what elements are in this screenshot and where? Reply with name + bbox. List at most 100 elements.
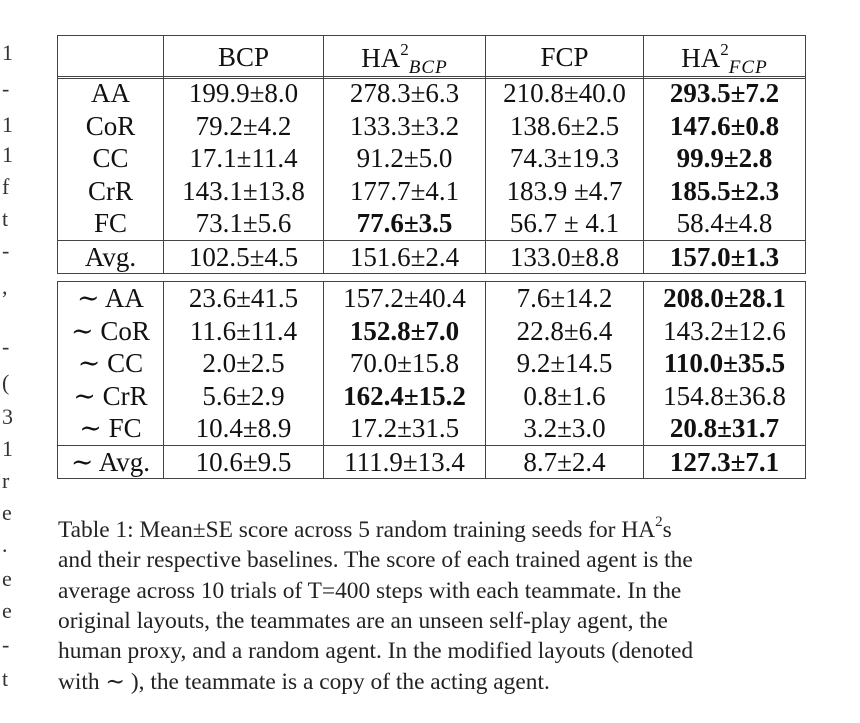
- ha2-fcp-column: 208.0±28.1 143.2±12.6 110.0±35.5 154.8±3…: [643, 281, 806, 446]
- score-cell-best: 77.6±3.5: [356, 208, 453, 239]
- score-cell: 0.8±1.6: [523, 380, 606, 411]
- edge-char: t: [2, 666, 9, 691]
- caption-superscript: 2: [655, 514, 663, 530]
- row-label: AA: [91, 78, 130, 108]
- fcp-column: 210.8±40.0 138.6±2.5 74.3±19.3 183.9 ±4.…: [485, 76, 644, 241]
- score-cell-best: 162.4±15.2: [343, 380, 466, 411]
- score-cell: 177.7±4.1: [349, 175, 460, 206]
- header-fcp: FCP: [485, 35, 644, 79]
- edge-char: ,: [2, 274, 8, 299]
- score-cell: 3.2±3.0: [523, 413, 606, 444]
- score-cell: 278.3±6.3: [349, 78, 460, 108]
- score-cell: 56.7 ± 4.1: [509, 208, 620, 239]
- row-label: ∼ CC: [77, 348, 144, 379]
- caption-text: s: [662, 516, 672, 543]
- score-cell: 138.6±2.5: [509, 110, 620, 141]
- score-cell: 2.0±2.5: [202, 348, 285, 379]
- score-cell-best: 110.0±35.5: [663, 348, 786, 379]
- edge-char: f: [2, 174, 10, 199]
- header-bcp: BCP: [163, 35, 324, 79]
- score-cell: 9.2±14.5: [516, 348, 613, 379]
- score-cell: 7.6±14.2: [516, 283, 613, 313]
- score-cell-best: 99.9±2.8: [676, 143, 773, 174]
- score-cell: 91.2±5.0: [356, 143, 453, 174]
- score-cell: 210.8±40.0: [503, 78, 626, 108]
- avg-fcp: 133.0±8.8: [485, 239, 644, 274]
- score-cell: 73.1±5.6: [195, 208, 292, 239]
- edge-char: -: [2, 632, 10, 657]
- average-row: ∼ Avg. 10.6±9.5 111.9±13.4 8.7±2.4 127.3…: [57, 444, 806, 479]
- edge-char: 1: [2, 436, 13, 461]
- header-ha2-fcp-sup: 2: [720, 40, 729, 59]
- row-label: CrR: [87, 175, 133, 206]
- edge-char: -: [2, 76, 10, 101]
- header-ha2-bcp: HA2BCP: [323, 35, 486, 79]
- edge-char: r: [2, 468, 10, 493]
- score-cell: 17.2±31.5: [349, 413, 460, 444]
- avg-ha2-bcp: 111.9±13.4: [323, 444, 486, 479]
- avg-bcp: 102.5±4.5: [163, 239, 324, 274]
- avg-bcp: 10.6±9.5: [163, 444, 324, 479]
- score-cell: 5.6±2.9: [202, 380, 285, 411]
- score-cell: 157.2±40.4: [343, 283, 466, 313]
- score-cell: 154.8±36.8: [663, 380, 786, 411]
- score-cell-best: 208.0±28.1: [663, 283, 786, 313]
- score-cell: 133.3±3.2: [349, 110, 460, 141]
- header-ha2-bcp-main: HA: [361, 43, 401, 73]
- ha2-fcp-column: 293.5±7.2 147.6±0.8 99.9±2.8 185.5±2.3 5…: [643, 76, 806, 241]
- edge-char: e: [2, 566, 12, 591]
- caption-line: with ∼ ), the teammate is a copy of the …: [58, 668, 550, 695]
- caption-line: average across 10 trials of T=400 steps …: [58, 577, 682, 604]
- layout-label-column: ∼ AA ∼ CoR ∼ CC ∼ CrR ∼ FC: [57, 281, 164, 446]
- header-ha2-fcp: HA2FCP: [643, 35, 806, 79]
- row-label: FC: [93, 208, 128, 239]
- row-label: CC: [92, 143, 129, 174]
- edge-char: 3: [2, 404, 13, 429]
- caption-line: original layouts, the teammates are an u…: [58, 608, 668, 635]
- score-cell: 79.2±4.2: [195, 110, 292, 141]
- bcp-column: 199.9±8.0 79.2±4.2 17.1±11.4 143.1±13.8 …: [163, 76, 324, 241]
- score-cell-best: 185.5±2.3: [669, 175, 780, 206]
- score-cell-best: 152.8±7.0: [349, 315, 460, 346]
- score-cell: 183.9 ±4.7: [506, 175, 623, 206]
- edge-char: t: [2, 206, 9, 231]
- edge-char: -: [2, 334, 10, 359]
- header-ha2-fcp-sub: FCP: [728, 57, 768, 78]
- layout-rows: ∼ AA ∼ CoR ∼ CC ∼ CrR ∼ FC 23.6±41.5 11.…: [57, 281, 806, 446]
- score-cell: 143.1±13.8: [182, 175, 305, 206]
- row-label: ∼ CrR: [73, 380, 148, 411]
- ha2-bcp-column: 278.3±6.3 133.3±3.2 91.2±5.0 177.7±4.1 7…: [323, 76, 486, 241]
- score-cell: 23.6±41.5: [188, 283, 299, 313]
- results-table-header: BCP HA2BCP FCP HA2FCP: [57, 35, 806, 79]
- header-ha2-bcp-sup: 2: [400, 40, 409, 59]
- layout-label-column: AA CoR CC CrR FC: [57, 76, 164, 241]
- average-row: Avg. 102.5±4.5 151.6±2.4 133.0±8.8 157.0…: [57, 239, 806, 274]
- caption-text: Table 1: Mean±SE score across 5 random t…: [58, 516, 656, 543]
- header-ha2-fcp-main: HA: [681, 43, 721, 73]
- score-cell: 58.4±4.8: [676, 208, 773, 239]
- bcp-column: 23.6±41.5 11.6±11.4 2.0±2.5 5.6±2.9 10.4…: [163, 281, 324, 446]
- fcp-column: 7.6±14.2 22.8±6.4 9.2±14.5 0.8±1.6 3.2±3…: [485, 281, 644, 446]
- avg-ha2-fcp-best: 157.0±1.3: [643, 239, 806, 274]
- score-cell: 10.4±8.9: [195, 413, 292, 444]
- score-cell-best: 147.6±0.8: [669, 110, 780, 141]
- avg-ha2-fcp-best: 127.3±7.1: [643, 444, 806, 479]
- score-cell: 17.1±11.4: [189, 143, 298, 174]
- results-table-modified-layouts: ∼ AA ∼ CoR ∼ CC ∼ CrR ∼ FC 23.6±41.5 11.…: [57, 281, 806, 479]
- score-cell: 143.2±12.6: [663, 315, 786, 346]
- caption-line: human proxy, and a random agent. In the …: [58, 638, 694, 665]
- caption-line: and their respective baselines. The scor…: [58, 547, 693, 574]
- score-cell-best: 293.5±7.2: [669, 78, 780, 108]
- edge-char: -: [2, 238, 10, 263]
- header-empty-cell: [57, 35, 164, 79]
- avg-label: ∼ Avg.: [57, 444, 164, 479]
- score-cell: 70.0±15.8: [349, 348, 460, 379]
- score-cell-best: 20.8±31.7: [669, 413, 780, 444]
- header-row: BCP HA2BCP FCP HA2FCP: [57, 35, 806, 79]
- header-ha2-bcp-sub: BCP: [408, 57, 448, 78]
- row-label: CoR: [85, 110, 136, 141]
- avg-fcp: 8.7±2.4: [485, 444, 644, 479]
- edge-char: (: [2, 370, 10, 395]
- edge-char: 1: [2, 40, 13, 65]
- edge-char: .: [2, 532, 8, 557]
